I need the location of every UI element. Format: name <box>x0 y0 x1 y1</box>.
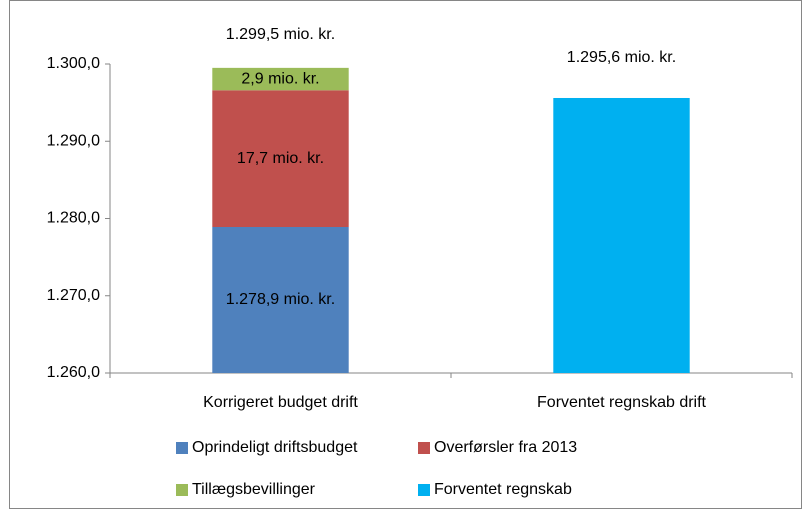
x-tick-label: Korrigeret budget drift <box>203 394 358 411</box>
y-tick-label: 1.300,0 <box>47 55 100 72</box>
legend-label: Tillægsbevillinger <box>192 481 316 498</box>
y-tick-label: 1.270,0 <box>47 287 100 304</box>
data-label: 1.278,9 mio. kr. <box>226 291 335 308</box>
legend-swatch <box>418 484 430 496</box>
y-tick-label: 1.290,0 <box>47 132 100 149</box>
legend-swatch <box>418 442 430 454</box>
data-label: 2,9 mio. kr. <box>241 70 319 87</box>
data-label: 1.295,6 mio. kr. <box>567 49 676 66</box>
legend-swatch <box>176 442 188 454</box>
bar-segment <box>212 90 349 227</box>
x-tick-label: Forventet regnskab drift <box>537 394 707 411</box>
total-label: 1.299,5 mio. kr. <box>226 26 335 43</box>
bar-segment <box>553 97 690 374</box>
y-tick-label: 1.260,0 <box>47 364 100 381</box>
legend-swatch <box>176 484 188 496</box>
data-label: 17,7 mio. kr. <box>237 150 324 167</box>
legend-label: Overførsler fra 2013 <box>434 439 577 456</box>
legend-label: Oprindeligt driftsbudget <box>192 439 358 456</box>
legend-label: Forventet regnskab <box>434 481 572 498</box>
bar-segment <box>212 67 349 91</box>
y-tick-label: 1.280,0 <box>47 210 100 227</box>
bar-segment <box>212 226 349 373</box>
